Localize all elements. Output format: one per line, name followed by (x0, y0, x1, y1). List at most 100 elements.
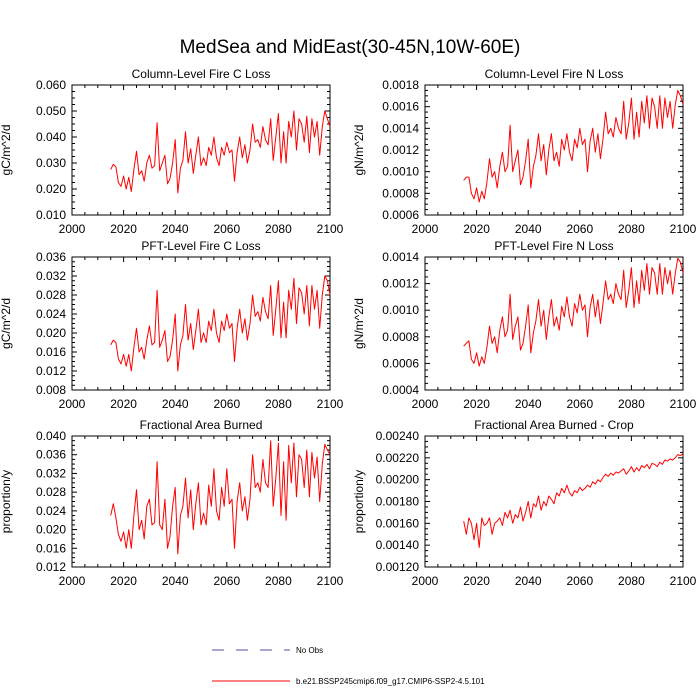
y-tick-label: 0.028 (36, 485, 66, 499)
panel-title: PFT-Level Fire C Loss (141, 239, 260, 253)
series-line (110, 275, 331, 372)
panel-3: PFT-Level Fire C Loss gC/m^2/d 2000 2020 204… (0, 239, 344, 411)
y-tick-label: 0.032 (36, 269, 66, 283)
y-tick-label: 0.00140 (376, 538, 420, 552)
x-tick-label: 2000 (412, 574, 439, 588)
x-tick-label: 2080 (618, 574, 645, 588)
y-tick-label: 0.0012 (382, 143, 419, 157)
y-tick-label: 0.016 (36, 345, 66, 359)
y-axis-label: gC/m^2/d (0, 125, 13, 176)
y-tick-label: 0.00120 (376, 560, 420, 574)
y-tick-label: 0.032 (36, 466, 66, 480)
y-axis-label: gN/m^2/d (352, 298, 366, 349)
y-tick-label: 0.040 (36, 130, 66, 144)
panel-4: PFT-Level Fire N Loss gN/m^2/d 2000 2020 204… (352, 239, 697, 411)
y-tick-label: 0.0010 (382, 165, 419, 179)
y-axis-label: gN/m^2/d (352, 125, 366, 176)
x-tick-label: 2040 (162, 397, 189, 411)
y-axis-label: proportion/y (352, 470, 366, 533)
y-tick-label: 0.016 (36, 541, 66, 555)
legend: No Obs b.e21.BSSP245cmip6.f09_g17.CMIP6-… (212, 646, 485, 686)
x-tick-label: 2100 (317, 222, 344, 236)
y-tick-label: 0.008 (36, 383, 66, 397)
y-tick-label: 0.020 (36, 523, 66, 537)
panel-title: PFT-Level Fire N Loss (494, 239, 613, 253)
panel-title: Column-Level Fire N Loss (485, 67, 624, 81)
y-tick-label: 0.060 (36, 78, 66, 92)
x-tick-label: 2060 (213, 222, 240, 236)
y-axis-label: proportion/y (0, 470, 13, 533)
y-tick-label: 0.024 (36, 504, 66, 518)
x-tick-label: 2000 (59, 222, 86, 236)
x-tick-label: 2060 (213, 397, 240, 411)
x-tick-label: 2080 (265, 222, 292, 236)
y-tick-label: 0.036 (36, 250, 66, 264)
x-tick-label: 2020 (463, 574, 490, 588)
x-tick-label: 2040 (515, 574, 542, 588)
y-axis-label: gC/m^2/d (0, 298, 13, 349)
y-tick-label: 0.0006 (382, 208, 419, 222)
x-tick-label: 2100 (670, 574, 697, 588)
x-tick-label: 2080 (265, 574, 292, 588)
y-tick-label: 0.012 (36, 364, 66, 378)
series-line (463, 453, 684, 548)
x-tick-label: 2020 (110, 397, 137, 411)
y-tick-label: 0.0006 (382, 356, 419, 370)
series-line (110, 440, 331, 555)
x-tick-label: 2040 (162, 574, 189, 588)
y-tick-label: 0.030 (36, 156, 66, 170)
y-tick-label: 0.024 (36, 307, 66, 321)
x-tick-label: 2100 (670, 222, 697, 236)
y-tick-label: 0.0018 (382, 78, 419, 92)
legend-label-no-obs: No Obs (296, 646, 323, 655)
y-tick-label: 0.00180 (376, 495, 420, 509)
x-tick-label: 2000 (412, 222, 439, 236)
x-tick-label: 2040 (162, 222, 189, 236)
panel-2: Column-Level Fire N Loss gN/m^2/d 2000 2020… (352, 67, 697, 236)
x-tick-label: 2060 (566, 222, 593, 236)
x-tick-label: 2020 (110, 574, 137, 588)
x-tick-label: 2080 (618, 397, 645, 411)
panel-title: Fractional Area Burned (140, 418, 263, 432)
y-tick-label: 0.020 (36, 326, 66, 340)
x-tick-label: 2040 (515, 397, 542, 411)
x-tick-label: 2100 (317, 574, 344, 588)
y-tick-label: 0.0014 (382, 121, 419, 135)
figure-title: MedSea and MidEast(30-45N,10W-60E) (180, 37, 521, 58)
x-tick-label: 2020 (110, 222, 137, 236)
y-tick-label: 0.028 (36, 288, 66, 302)
x-tick-label: 2080 (618, 222, 645, 236)
x-tick-label: 2000 (59, 574, 86, 588)
panel-1: Column-Level Fire C Loss gC/m^2/d 2000 2020… (0, 67, 344, 236)
y-tick-label: 0.036 (36, 448, 66, 462)
y-tick-label: 0.0008 (382, 330, 419, 344)
y-tick-label: 0.0016 (382, 100, 419, 114)
y-tick-label: 0.010 (36, 208, 66, 222)
x-tick-label: 2080 (265, 397, 292, 411)
y-tick-label: 0.0012 (382, 277, 419, 291)
y-tick-label: 0.012 (36, 560, 66, 574)
x-tick-label: 2060 (213, 574, 240, 588)
panel-title: Fractional Area Burned - Crop (474, 418, 634, 432)
x-tick-label: 2040 (515, 222, 542, 236)
x-tick-label: 2020 (463, 222, 490, 236)
x-tick-label: 2000 (412, 397, 439, 411)
x-tick-label: 2060 (566, 397, 593, 411)
y-tick-label: 0.050 (36, 104, 66, 118)
panel-5: Fractional Area Burned proportion/y 2000 20… (0, 418, 344, 588)
panel-title: Column-Level Fire C Loss (132, 67, 271, 81)
x-tick-label: 2000 (59, 397, 86, 411)
y-tick-label: 0.040 (36, 429, 66, 443)
x-tick-label: 2100 (317, 397, 344, 411)
y-tick-label: 0.0010 (382, 303, 419, 317)
x-tick-label: 2020 (463, 397, 490, 411)
legend-label-model: b.e21.BSSP245cmip6.f09_g17.CMIP6-SSP2-4.… (296, 677, 485, 686)
x-tick-label: 2100 (670, 397, 697, 411)
x-tick-label: 2060 (566, 574, 593, 588)
y-tick-label: 0.00160 (376, 516, 420, 530)
y-tick-label: 0.020 (36, 182, 66, 196)
y-tick-label: 0.0008 (382, 186, 419, 200)
y-tick-label: 0.00200 (376, 473, 420, 487)
y-tick-label: 0.00240 (376, 429, 420, 443)
